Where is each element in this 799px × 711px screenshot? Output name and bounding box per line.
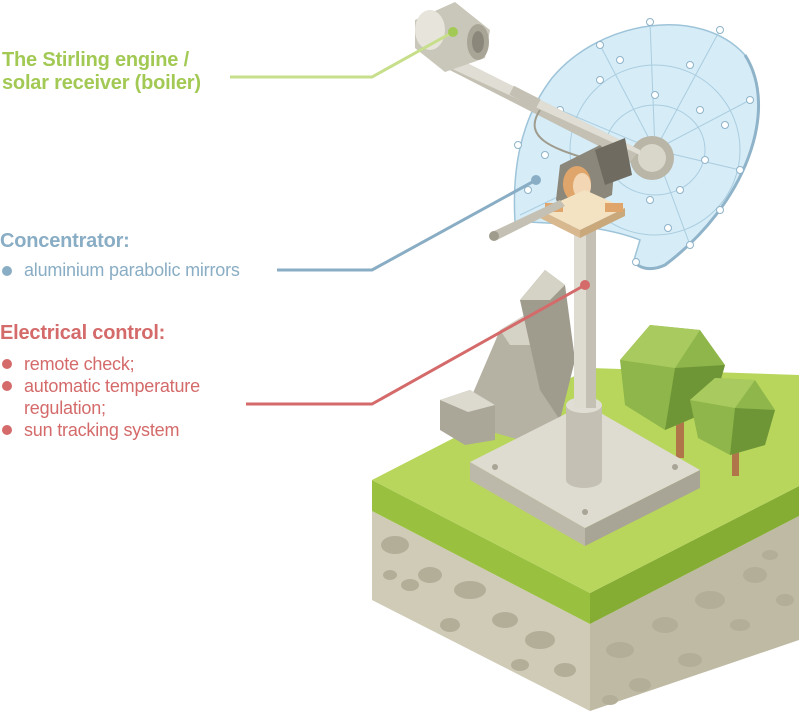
base-side-left	[470, 462, 585, 546]
leader-dot-electrical	[580, 280, 590, 290]
stirling-label-line2: solar receiver (boiler)	[2, 72, 201, 94]
electrical-control-list: remote check; automatic temperature regu…	[0, 353, 200, 441]
list-item: automatic temperature	[0, 375, 200, 397]
soil-right-face	[590, 516, 799, 711]
tree-canopy-dark	[730, 408, 775, 455]
receiver-mount	[430, 52, 640, 241]
tree-trunk	[732, 440, 739, 476]
bullet-dot	[2, 425, 12, 435]
base-side-right	[585, 470, 700, 546]
bullet-dot	[2, 381, 12, 391]
list-item-continuation: regulation;	[0, 397, 200, 419]
grass-left-edge	[372, 480, 590, 624]
electrical-control-title: Electrical control:	[0, 322, 166, 344]
leader-dot-concentrator	[531, 175, 541, 185]
soil-stones	[381, 536, 794, 705]
rock	[440, 390, 495, 412]
tree-canopy-light	[690, 378, 755, 408]
list-item: aluminium parabolic mirrors	[0, 260, 240, 281]
rocks	[440, 270, 575, 445]
stirling-engine	[415, 2, 490, 72]
leader-line-stirling	[230, 30, 454, 79]
mirror-joints	[514, 18, 754, 266]
list-item: remote check;	[0, 353, 200, 375]
leader-lines	[230, 27, 590, 406]
pole-lower	[566, 405, 602, 480]
list-item-text: automatic temperature	[24, 376, 200, 396]
concentrator-title: Concentrator:	[0, 230, 130, 252]
list-item-text: regulation;	[24, 398, 106, 418]
rock	[520, 270, 575, 420]
leader-dot-stirling	[448, 27, 458, 37]
tree-canopy-light	[620, 325, 700, 368]
grass-right-edge	[590, 486, 799, 624]
counterweight-rod	[492, 200, 565, 240]
tree-trunk	[676, 410, 684, 458]
parabolic-dish	[513, 18, 760, 271]
tree-small	[690, 378, 775, 476]
leader-line-electrical	[246, 283, 586, 406]
stirling-engine-label: The Stirling engine / solar receiver (bo…	[2, 49, 201, 95]
soil-left-face	[372, 511, 590, 711]
list-item-text: sun tracking system	[24, 420, 180, 440]
mount-bracket	[540, 190, 625, 230]
leader-line-concentrator	[277, 178, 537, 272]
bullet-dot	[2, 359, 12, 369]
list-item: sun tracking system	[0, 419, 200, 441]
support-pole	[566, 220, 602, 488]
list-item-text: remote check;	[24, 354, 135, 374]
stirling-label-line1: The Stirling engine /	[2, 49, 189, 71]
list-item-text: aluminium parabolic mirrors	[24, 260, 240, 280]
concentrator-list: aluminium parabolic mirrors	[0, 260, 240, 281]
bullet-dot	[2, 266, 12, 276]
rock	[520, 270, 565, 300]
